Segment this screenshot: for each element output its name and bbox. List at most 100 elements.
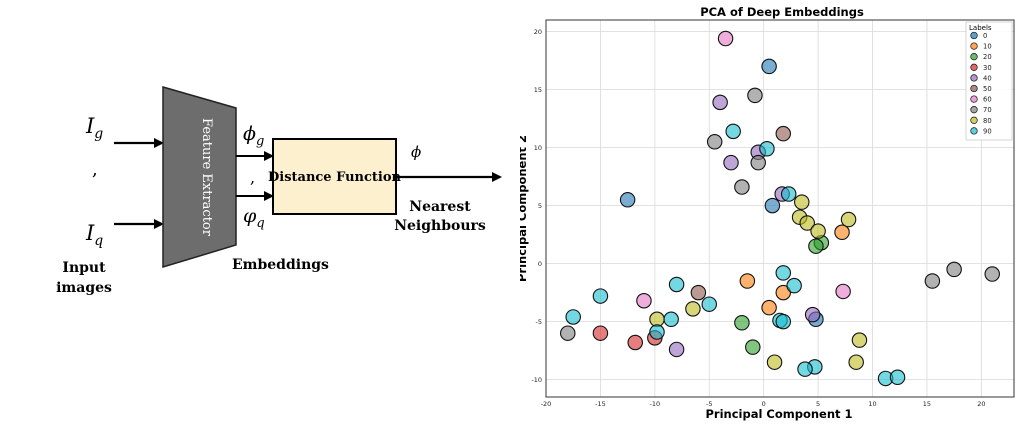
scatter-point-label-90 xyxy=(592,288,609,304)
scatter-point-label-70 xyxy=(734,179,750,195)
scatter-point-label-10 xyxy=(739,273,756,289)
scatter-points xyxy=(560,30,1000,387)
feature-extractor-label: Feature Extractor xyxy=(199,118,214,237)
scatter-point-label-0 xyxy=(764,197,781,214)
x-axis-label: Principal Component 1 xyxy=(705,407,852,421)
input-gallery-symbol: Ig xyxy=(85,114,103,142)
x-tick-label: 10 xyxy=(868,400,876,408)
embedding-separator: , xyxy=(250,168,255,187)
scatter-point-label-80 xyxy=(851,332,868,348)
distance-function-label: Distance Function xyxy=(268,170,402,185)
scatter-point-label-80 xyxy=(810,223,826,239)
scatter-point-label-80 xyxy=(685,301,701,317)
scatter-point-label-0 xyxy=(761,58,777,75)
scatter-point-label-90 xyxy=(663,311,679,328)
scatter-point-label-70 xyxy=(946,261,962,278)
plot-frame xyxy=(545,19,1015,398)
legend-marker-70 xyxy=(970,106,978,114)
pca-scatter-chart: -20 -15 -10 -5 0 5 10 15 20 -10 -5 0 5 10 15 20 PCA of … xyxy=(520,5,1015,421)
legend-marker-10 xyxy=(970,42,978,50)
scatter-point-label-20 xyxy=(745,339,761,355)
scatter-point-label-90 xyxy=(780,186,797,202)
y-tick-label: 20 xyxy=(534,28,542,36)
scatter-point-label-40 xyxy=(712,94,728,111)
embedding-gallery-symbol: ϕg xyxy=(243,123,264,149)
nearest-neighbours-label-2: Neighbours xyxy=(394,218,486,234)
y-axis-label: Principal Component 2 xyxy=(520,135,529,282)
y-tick-label: 0 xyxy=(538,260,542,268)
legend-entry-10: 10 xyxy=(983,43,992,51)
input-query-symbol: Iq xyxy=(85,221,103,249)
scatter-point-label-70 xyxy=(560,325,576,341)
scatter-point-label-10 xyxy=(834,224,850,241)
chart-title: PCA of Deep Embeddings xyxy=(700,5,864,19)
legend-entry-50: 50 xyxy=(983,85,992,93)
legend: Labels 0 10 20 30 40 50 60 70 80 90 xyxy=(965,21,1013,141)
input-images-label-2: images xyxy=(56,280,112,296)
legend-entry-30: 30 xyxy=(983,64,992,72)
scatter-point-label-40 xyxy=(804,306,821,323)
scatter-point-label-70 xyxy=(984,266,1000,282)
scatter-point-label-30 xyxy=(592,325,609,341)
y-tick-label: -5 xyxy=(536,318,542,326)
scatter-point-label-90 xyxy=(775,265,792,281)
legend-entry-40: 40 xyxy=(983,74,992,82)
legend-entry-80: 80 xyxy=(983,117,992,125)
scatter-point-label-60 xyxy=(636,292,652,309)
legend-entry-20: 20 xyxy=(983,53,992,61)
grid xyxy=(545,20,1014,397)
legend-marker-20 xyxy=(970,53,978,61)
y-tick-label: 5 xyxy=(538,202,542,210)
scatter-point-label-0 xyxy=(619,192,636,208)
scatter-point-label-80 xyxy=(794,194,810,210)
x-tick-label: -10 xyxy=(650,400,661,408)
scatter-point-label-90 xyxy=(565,309,581,325)
legend-entry-70: 70 xyxy=(983,106,992,114)
legend-marker-0 xyxy=(970,31,978,40)
output-phi-symbol: ϕ xyxy=(411,143,421,161)
pipeline-diagram: Ig , Iq Input images Feature Extractor ϕ… xyxy=(56,86,502,296)
scatter-point-label-40 xyxy=(723,154,739,171)
scatter-point-label-50 xyxy=(775,125,792,142)
scatter-point-label-20 xyxy=(808,238,824,254)
x-tick-label: 5 xyxy=(816,400,820,408)
scatter-point-label-90 xyxy=(889,369,906,386)
legend-entry-0: 0 xyxy=(983,32,987,40)
legend-marker-50 xyxy=(970,84,978,93)
scatter-point-label-10 xyxy=(761,299,777,316)
scatter-point-label-70 xyxy=(706,134,723,150)
scatter-point-label-90 xyxy=(797,361,813,377)
scatter-point-label-70 xyxy=(747,87,763,104)
embeddings-label: Embeddings xyxy=(232,257,329,273)
scatter-point-label-50 xyxy=(690,284,707,301)
scatter-point-label-90 xyxy=(649,324,665,340)
x-tick-label: 20 xyxy=(977,400,985,408)
legend-entry-90: 90 xyxy=(983,127,992,135)
scatter-point-label-80 xyxy=(766,354,783,370)
nearest-neighbours-label: Nearest xyxy=(409,199,471,215)
legend-marker-90 xyxy=(970,127,978,135)
scatter-point-label-80 xyxy=(840,211,857,228)
scatter-point-label-80 xyxy=(848,354,864,370)
legend-entry-60: 60 xyxy=(983,96,992,104)
x-tick-label: -20 xyxy=(541,400,552,408)
scatter-point-label-60 xyxy=(835,283,851,300)
legend-marker-40 xyxy=(970,74,978,82)
scatter-point-label-70 xyxy=(750,154,766,171)
x-tick-label: -15 xyxy=(595,400,606,408)
scatter-point-label-60 xyxy=(717,30,734,47)
scatter-point-label-90 xyxy=(775,313,792,330)
y-tick-label: 15 xyxy=(534,86,542,94)
y-tick-label: -10 xyxy=(531,376,542,384)
scatter-point-label-20 xyxy=(734,315,750,331)
scatter-point-label-90 xyxy=(759,141,775,157)
x-tick-label: 15 xyxy=(923,400,931,408)
input-separator: , xyxy=(92,159,98,180)
tick-labels: -20 -15 -10 -5 0 5 10 15 20 -10 -5 0 5 10 15 20 xyxy=(531,28,985,408)
scatter-point-label-90 xyxy=(786,277,802,294)
scatter-point-label-90 xyxy=(701,296,718,312)
scatter-point-label-70 xyxy=(924,273,941,289)
embedding-query-symbol: φq xyxy=(243,205,265,231)
scatter-point-label-40 xyxy=(668,341,685,358)
input-images-label: Input xyxy=(62,260,106,276)
